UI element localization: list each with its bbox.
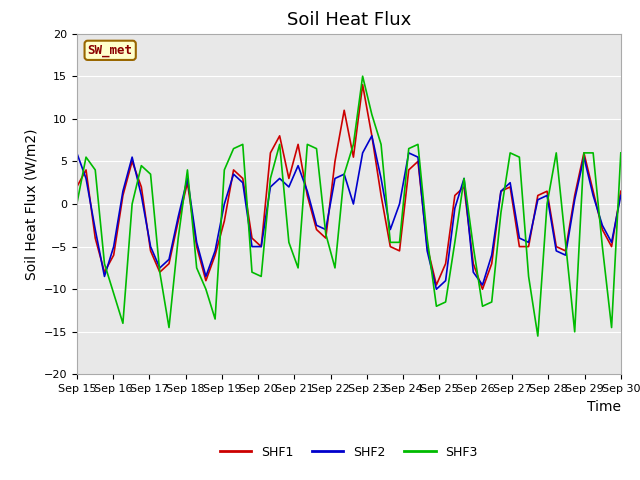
SHF1: [230, 167, 237, 173]
SHF2: [165, 256, 173, 262]
SHF3: [165, 324, 173, 330]
SHF1: [617, 188, 625, 194]
SHF1: [257, 244, 265, 250]
SHF2: [368, 133, 376, 139]
SHF1: [248, 235, 256, 241]
SHF1: [211, 252, 219, 258]
SHF2: [617, 192, 625, 198]
SHF3: [230, 146, 237, 152]
SHF3: [257, 274, 265, 279]
X-axis label: Time: Time: [587, 400, 621, 414]
SHF2: [230, 171, 237, 177]
SHF2: [423, 248, 431, 254]
SHF3: [73, 201, 81, 207]
SHF3: [359, 73, 367, 79]
SHF1: [359, 82, 367, 87]
SHF2: [257, 244, 265, 250]
SHF3: [534, 333, 541, 339]
SHF2: [211, 248, 219, 254]
SHF2: [433, 286, 440, 292]
SHF1: [479, 286, 486, 292]
SHF1: [165, 261, 173, 266]
SHF3: [211, 316, 219, 322]
SHF3: [248, 269, 256, 275]
Line: SHF2: SHF2: [77, 136, 621, 289]
Line: SHF3: SHF3: [77, 76, 621, 336]
SHF1: [423, 244, 431, 250]
Y-axis label: Soil Heat Flux (W/m2): Soil Heat Flux (W/m2): [24, 128, 38, 280]
SHF3: [617, 150, 625, 156]
Text: SW_met: SW_met: [88, 44, 132, 57]
Line: SHF1: SHF1: [77, 84, 621, 289]
Title: Soil Heat Flux: Soil Heat Flux: [287, 11, 411, 29]
SHF2: [248, 244, 256, 250]
Legend: SHF1, SHF2, SHF3: SHF1, SHF2, SHF3: [214, 441, 483, 464]
SHF3: [423, 235, 431, 241]
SHF1: [73, 184, 81, 190]
SHF2: [73, 150, 81, 156]
